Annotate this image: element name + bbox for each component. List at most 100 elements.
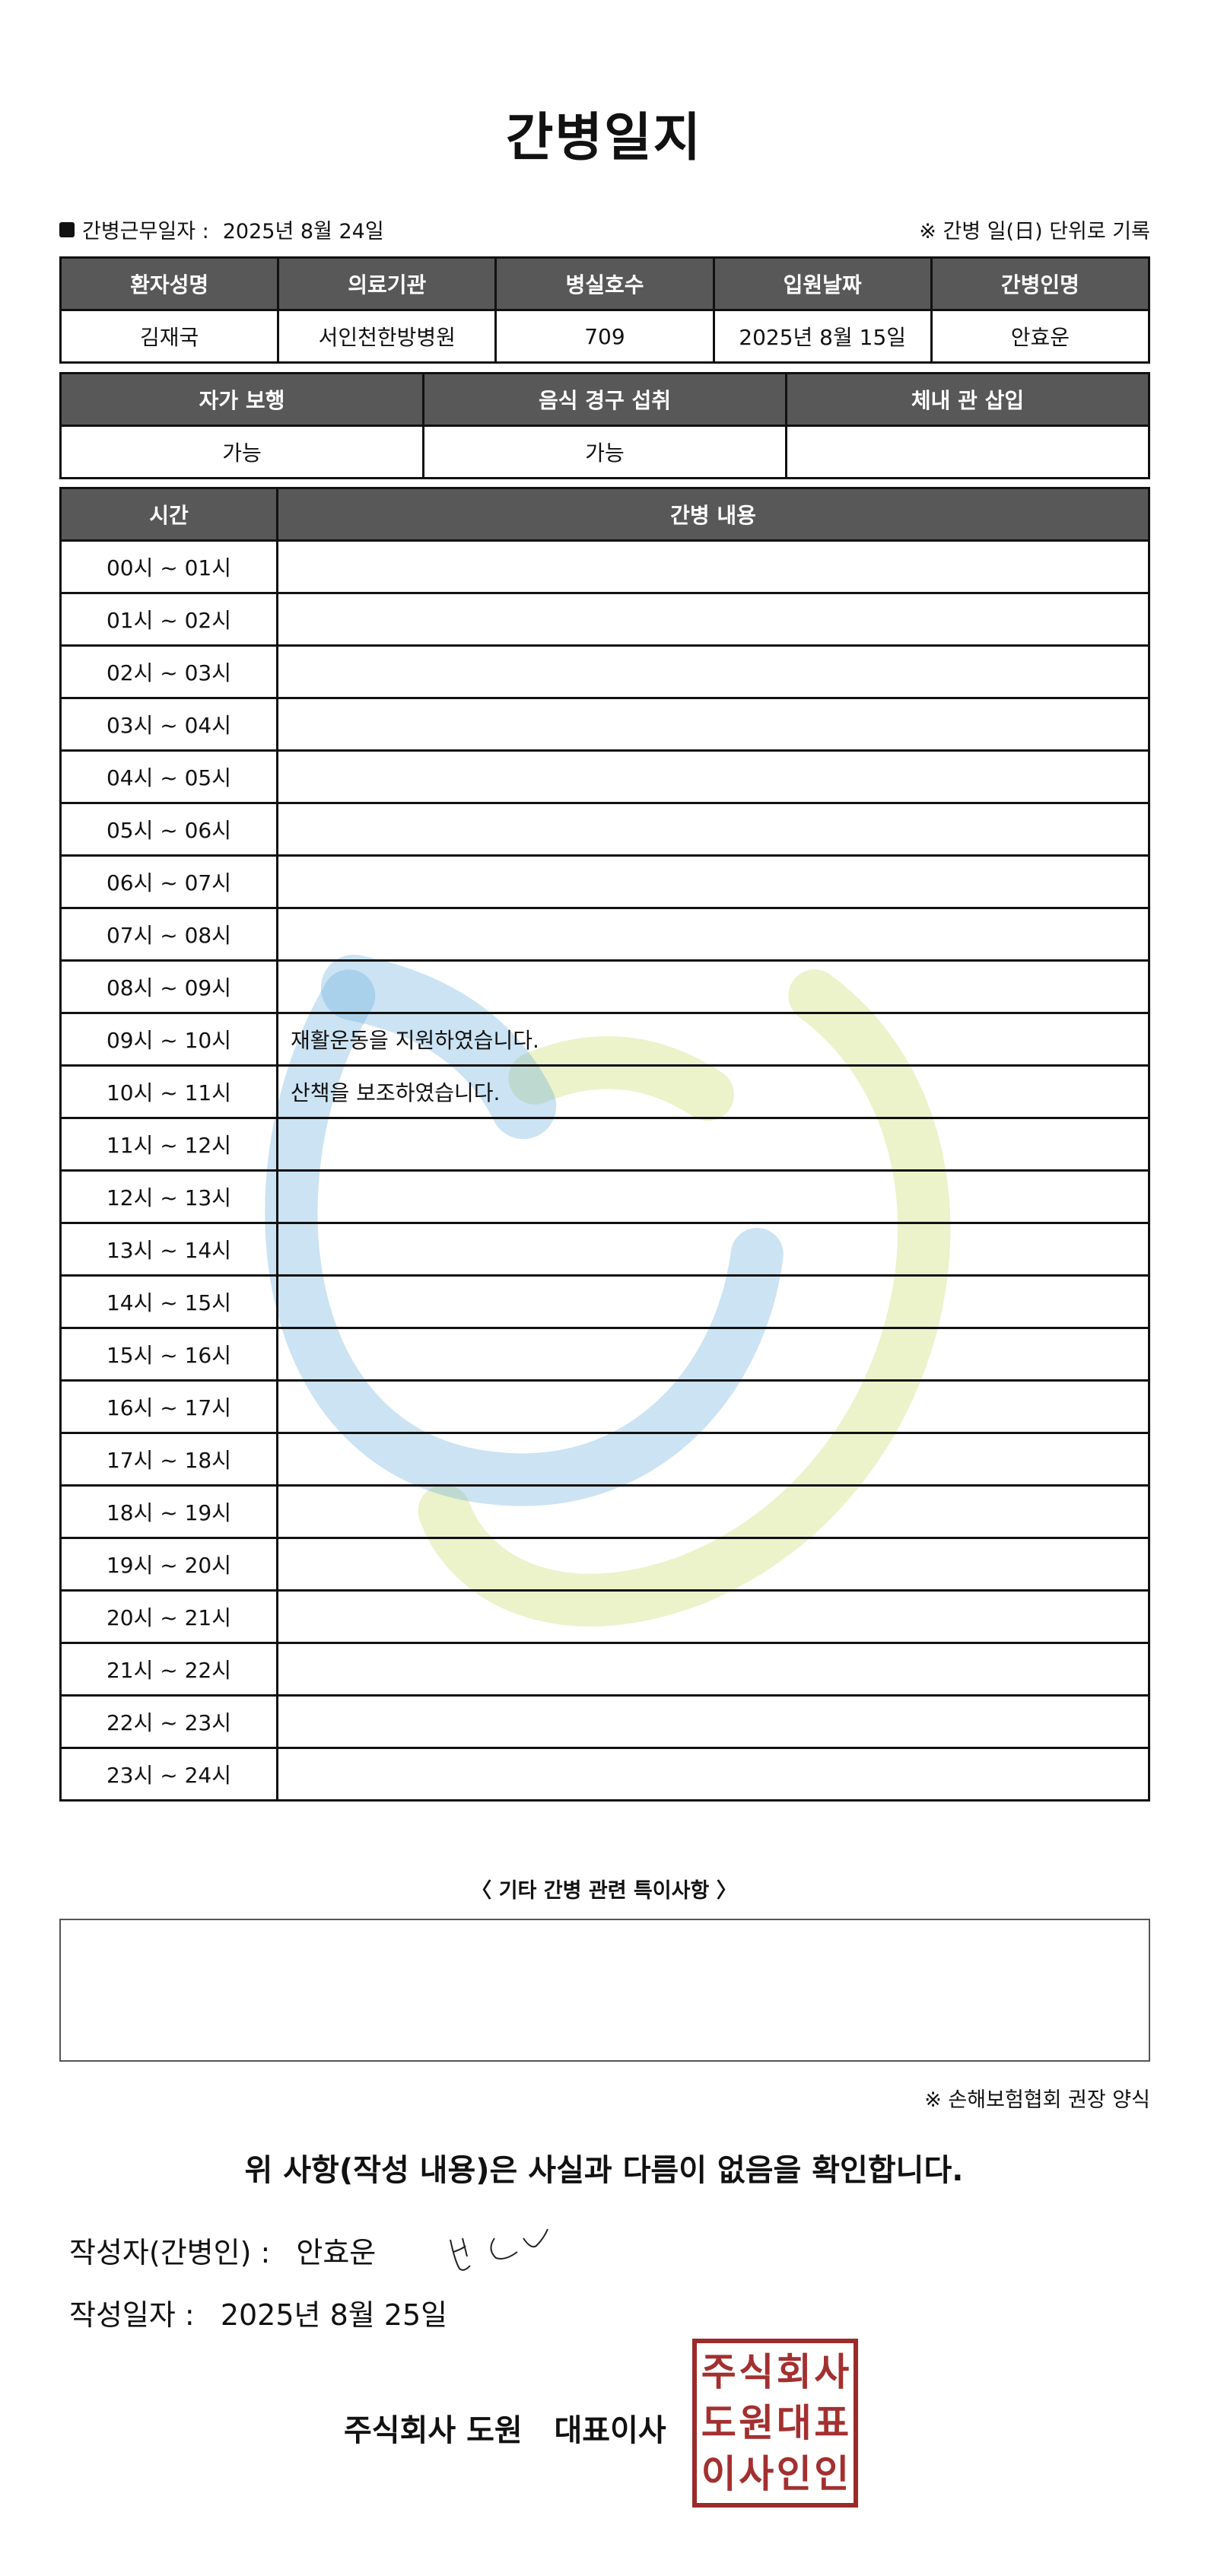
work-date: 간병근무일자 : 2025년 8월 24일 — [59, 215, 384, 244]
header-tube: 체내 관 삽입 — [785, 372, 1150, 427]
care-content — [276, 907, 1150, 962]
header-room: 병실호수 — [494, 256, 715, 311]
record-note: ※ 간병 일(日) 단위로 기록 — [919, 220, 1150, 243]
table-row: 14시 ~ 15시 — [59, 1274, 1150, 1329]
table-row: 21시 ~ 22시 — [59, 1642, 1150, 1697]
time-slot: 15시 ~ 16시 — [59, 1327, 278, 1382]
time-slot: 17시 ~ 18시 — [59, 1432, 278, 1487]
care-content — [276, 539, 1150, 594]
care-content — [276, 1747, 1150, 1802]
table-row: 13시 ~ 14시 — [59, 1222, 1150, 1277]
care-content — [276, 1642, 1150, 1697]
table-row: 00시 ~ 01시 — [59, 539, 1150, 594]
admission-date: 2025년 8월 15일 — [712, 309, 933, 364]
header-time: 시간 — [59, 487, 278, 542]
header-hospital: 의료기관 — [277, 256, 498, 311]
time-slot: 06시 ~ 07시 — [59, 854, 278, 909]
time-slot: 08시 ~ 09시 — [59, 959, 278, 1014]
care-content — [276, 592, 1150, 647]
time-slot: 04시 ~ 05시 — [59, 749, 278, 804]
time-slot: 18시 ~ 19시 — [59, 1484, 278, 1539]
time-slot: 10시 ~ 11시 — [59, 1064, 278, 1119]
table-row: 07시 ~ 08시 — [59, 907, 1150, 962]
time-slot: 03시 ~ 04시 — [59, 697, 278, 752]
header-care-content: 간병 내용 — [276, 487, 1150, 542]
table-row: 04시 ~ 05시 — [59, 749, 1150, 804]
care-content — [276, 644, 1150, 699]
table-row: 06시 ~ 07시 — [59, 854, 1150, 909]
care-content — [276, 854, 1150, 909]
table-row: 12시 ~ 13시 — [59, 1169, 1150, 1224]
time-slot: 13시 ~ 14시 — [59, 1222, 278, 1277]
written-date-value: 2025년 8월 25일 — [220, 2298, 448, 2332]
time-slot: 02시 ~ 03시 — [59, 644, 278, 699]
work-date-label: 간병근무일자 : — [82, 220, 209, 243]
time-slot: 07시 ~ 08시 — [59, 907, 278, 962]
time-slot: 16시 ~ 17시 — [59, 1379, 278, 1434]
written-date-label: 작성일자 : — [69, 2298, 195, 2332]
care-content: 재활운동을 지원하였습니다. — [276, 1012, 1150, 1067]
care-log-table: 시간 간병 내용 00시 ~ 01시 01시 ~ 02시 02시 ~ 03시 03시 … — [59, 487, 1150, 1802]
table-row: 15시 ~ 16시 — [59, 1327, 1150, 1382]
care-content — [276, 1694, 1150, 1749]
tube-status — [785, 425, 1150, 479]
header-oral-intake: 음식 경구 섭취 — [422, 372, 787, 427]
table-row: 02시 ~ 03시 — [59, 644, 1150, 699]
time-slot: 09시 ~ 10시 — [59, 1012, 278, 1067]
header-walking: 자가 보행 — [59, 372, 424, 427]
signature — [450, 2228, 548, 2271]
time-slot: 05시 ~ 06시 — [59, 802, 278, 857]
header-caregiver: 간병인명 — [930, 256, 1151, 311]
care-content — [276, 1537, 1150, 1592]
oral-intake-status: 가능 — [422, 425, 787, 479]
table-row: 16시 ~ 17시 — [59, 1379, 1150, 1434]
care-content — [276, 1484, 1150, 1539]
table-row: 03시 ~ 04시 — [59, 697, 1150, 752]
page-title: 간병일지 — [505, 108, 703, 168]
time-slot: 12시 ~ 13시 — [59, 1169, 278, 1224]
patient-name: 김재국 — [59, 309, 280, 364]
table-row: 22시 ~ 23시 — [59, 1694, 1150, 1749]
table-row: 23시 ~ 24시 — [59, 1747, 1150, 1802]
care-content — [276, 959, 1150, 1014]
time-slot: 11시 ~ 12시 — [59, 1117, 278, 1172]
header-patient-name: 환자성명 — [59, 256, 280, 311]
confirmation-statement: 위 사항(작성 내용)은 사실과 다름이 없음을 확인합니다. — [244, 2153, 964, 2188]
time-slot: 23시 ~ 24시 — [59, 1747, 278, 1802]
writer-name: 안효운 — [296, 2236, 377, 2269]
time-slot: 22시 ~ 23시 — [59, 1694, 278, 1749]
caregiver-name: 안효운 — [930, 309, 1151, 364]
room-number: 709 — [494, 309, 715, 364]
table-row: 17시 ~ 18시 — [59, 1432, 1150, 1487]
time-slot: 19시 ~ 20시 — [59, 1537, 278, 1592]
care-content — [276, 1222, 1150, 1277]
writer-label: 작성자(간병인) : — [69, 2236, 271, 2269]
table-row: 09시 ~ 10시 재활운동을 지원하였습니다. — [59, 1012, 1150, 1067]
table-row: 08시 ~ 09시 — [59, 959, 1150, 1014]
time-slot: 21시 ~ 22시 — [59, 1642, 278, 1697]
company-representative: 주식회사 도원 대표이사 — [344, 2413, 666, 2448]
writer: 작성자(간병인) : 안효운 — [69, 2229, 376, 2271]
care-content — [276, 1274, 1150, 1329]
patient-table: 환자성명 의료기관 병실호수 입원날짜 간병인명 김재국 서인천한방병원 709… — [59, 256, 1151, 364]
status-table: 자가 보행 음식 경구 섭취 체내 관 삽입 가능 가능 — [59, 372, 1150, 479]
form-note: ※ 손해보험협회 권장 양식 — [924, 2088, 1150, 2112]
table-row: 11시 ~ 12시 — [59, 1117, 1150, 1172]
table-row: 18시 ~ 19시 — [59, 1484, 1150, 1539]
care-content — [276, 1589, 1150, 1644]
care-content — [276, 749, 1150, 804]
hospital: 서인천한방병원 — [277, 309, 498, 364]
care-content — [276, 1169, 1150, 1224]
written-date: 작성일자 : 2025년 8월 25일 — [69, 2291, 447, 2333]
table-row: 05시 ~ 06시 — [59, 802, 1150, 857]
notes-box — [59, 1919, 1150, 2062]
bullet-square-icon — [59, 221, 75, 237]
table-row: 10시 ~ 11시 산책을 보조하였습니다. — [59, 1064, 1150, 1119]
care-content: 산책을 보조하였습니다. — [276, 1064, 1150, 1119]
header-admission-date: 입원날짜 — [712, 256, 933, 311]
care-content — [276, 802, 1150, 857]
care-content — [276, 1379, 1150, 1434]
time-slot: 14시 ~ 15시 — [59, 1274, 278, 1329]
table-row: 01시 ~ 02시 — [59, 592, 1150, 647]
